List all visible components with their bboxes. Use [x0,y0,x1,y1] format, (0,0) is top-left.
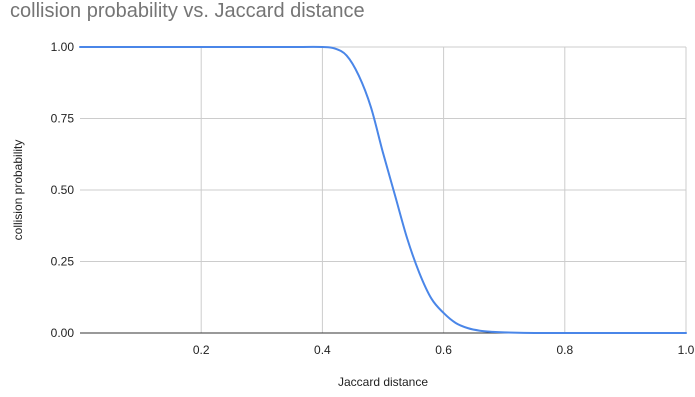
x-tick-label-4: 1.0 [678,343,695,357]
x-tick-label-0: 0.2 [193,343,210,357]
x-axis-title: Jaccard distance [338,375,428,389]
y-tick-label-1: 0.25 [51,255,75,269]
chart-title: collision probability vs. Jaccard distan… [10,0,365,22]
series-line-0 [79,45,687,335]
x-tick-label-1: 0.4 [314,343,331,357]
y-axis-title: collision probability [11,140,25,241]
y-tick-label-4: 1.00 [51,40,75,54]
y-tick-label-2: 0.50 [51,183,75,197]
y-tick-label-0: 0.00 [51,326,75,340]
y-tick-label-3: 0.75 [51,112,75,126]
x-tick-label-3: 0.8 [556,343,573,357]
x-tick-label-2: 0.6 [435,343,452,357]
